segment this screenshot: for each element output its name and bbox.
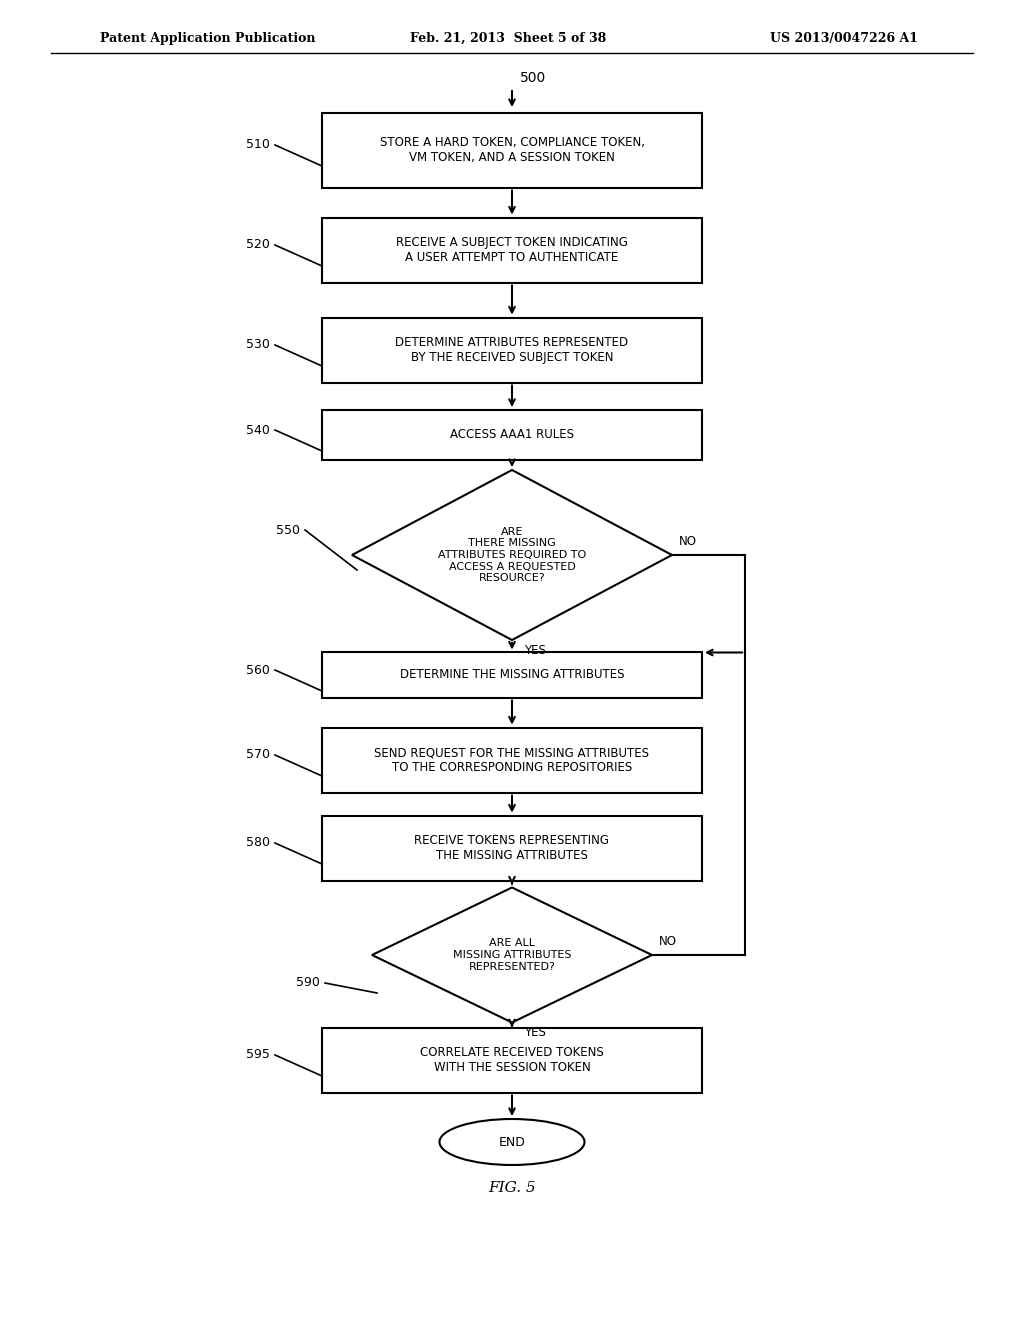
Text: 550: 550 [276, 524, 300, 536]
FancyBboxPatch shape [322, 411, 702, 459]
FancyBboxPatch shape [322, 112, 702, 187]
Text: 590: 590 [296, 977, 319, 990]
Text: FIG. 5: FIG. 5 [488, 1181, 536, 1195]
Text: YES: YES [524, 1027, 546, 1040]
Text: NO: NO [659, 935, 677, 948]
Text: DETERMINE THE MISSING ATTRIBUTES: DETERMINE THE MISSING ATTRIBUTES [399, 668, 625, 681]
Text: ARE
THERE MISSING
ATTRIBUTES REQUIRED TO
ACCESS A REQUESTED
RESOURCE?: ARE THERE MISSING ATTRIBUTES REQUIRED TO… [438, 527, 586, 583]
Text: RECEIVE A SUBJECT TOKEN INDICATING
A USER ATTEMPT TO AUTHENTICATE: RECEIVE A SUBJECT TOKEN INDICATING A USE… [396, 236, 628, 264]
Text: Feb. 21, 2013  Sheet 5 of 38: Feb. 21, 2013 Sheet 5 of 38 [410, 32, 606, 45]
Text: 580: 580 [246, 837, 270, 850]
FancyBboxPatch shape [322, 1027, 702, 1093]
Text: END: END [499, 1135, 525, 1148]
FancyBboxPatch shape [322, 727, 702, 792]
Text: SEND REQUEST FOR THE MISSING ATTRIBUTES
TO THE CORRESPONDING REPOSITORIES: SEND REQUEST FOR THE MISSING ATTRIBUTES … [375, 746, 649, 774]
Text: 530: 530 [246, 338, 270, 351]
Text: NO: NO [679, 535, 697, 548]
Text: RECEIVE TOKENS REPRESENTING
THE MISSING ATTRIBUTES: RECEIVE TOKENS REPRESENTING THE MISSING … [415, 834, 609, 862]
FancyBboxPatch shape [322, 816, 702, 880]
Text: 500: 500 [520, 71, 546, 84]
FancyBboxPatch shape [322, 218, 702, 282]
Text: YES: YES [524, 644, 546, 657]
Text: ARE ALL
MISSING ATTRIBUTES
REPRESENTED?: ARE ALL MISSING ATTRIBUTES REPRESENTED? [453, 939, 571, 972]
Text: 510: 510 [246, 139, 270, 152]
FancyBboxPatch shape [322, 652, 702, 697]
Text: 520: 520 [246, 239, 270, 252]
Polygon shape [352, 470, 672, 640]
Text: 540: 540 [246, 424, 270, 437]
Text: 570: 570 [246, 748, 270, 762]
Text: DETERMINE ATTRIBUTES REPRESENTED
BY THE RECEIVED SUBJECT TOKEN: DETERMINE ATTRIBUTES REPRESENTED BY THE … [395, 337, 629, 364]
Text: ACCESS AAA1 RULES: ACCESS AAA1 RULES [450, 429, 574, 441]
Text: 560: 560 [246, 664, 270, 676]
Ellipse shape [439, 1119, 585, 1166]
Polygon shape [372, 887, 652, 1023]
Text: Patent Application Publication: Patent Application Publication [100, 32, 315, 45]
Text: STORE A HARD TOKEN, COMPLIANCE TOKEN,
VM TOKEN, AND A SESSION TOKEN: STORE A HARD TOKEN, COMPLIANCE TOKEN, VM… [380, 136, 644, 164]
Text: US 2013/0047226 A1: US 2013/0047226 A1 [770, 32, 918, 45]
FancyBboxPatch shape [322, 318, 702, 383]
Text: 595: 595 [246, 1048, 270, 1061]
Text: CORRELATE RECEIVED TOKENS
WITH THE SESSION TOKEN: CORRELATE RECEIVED TOKENS WITH THE SESSI… [420, 1045, 604, 1074]
